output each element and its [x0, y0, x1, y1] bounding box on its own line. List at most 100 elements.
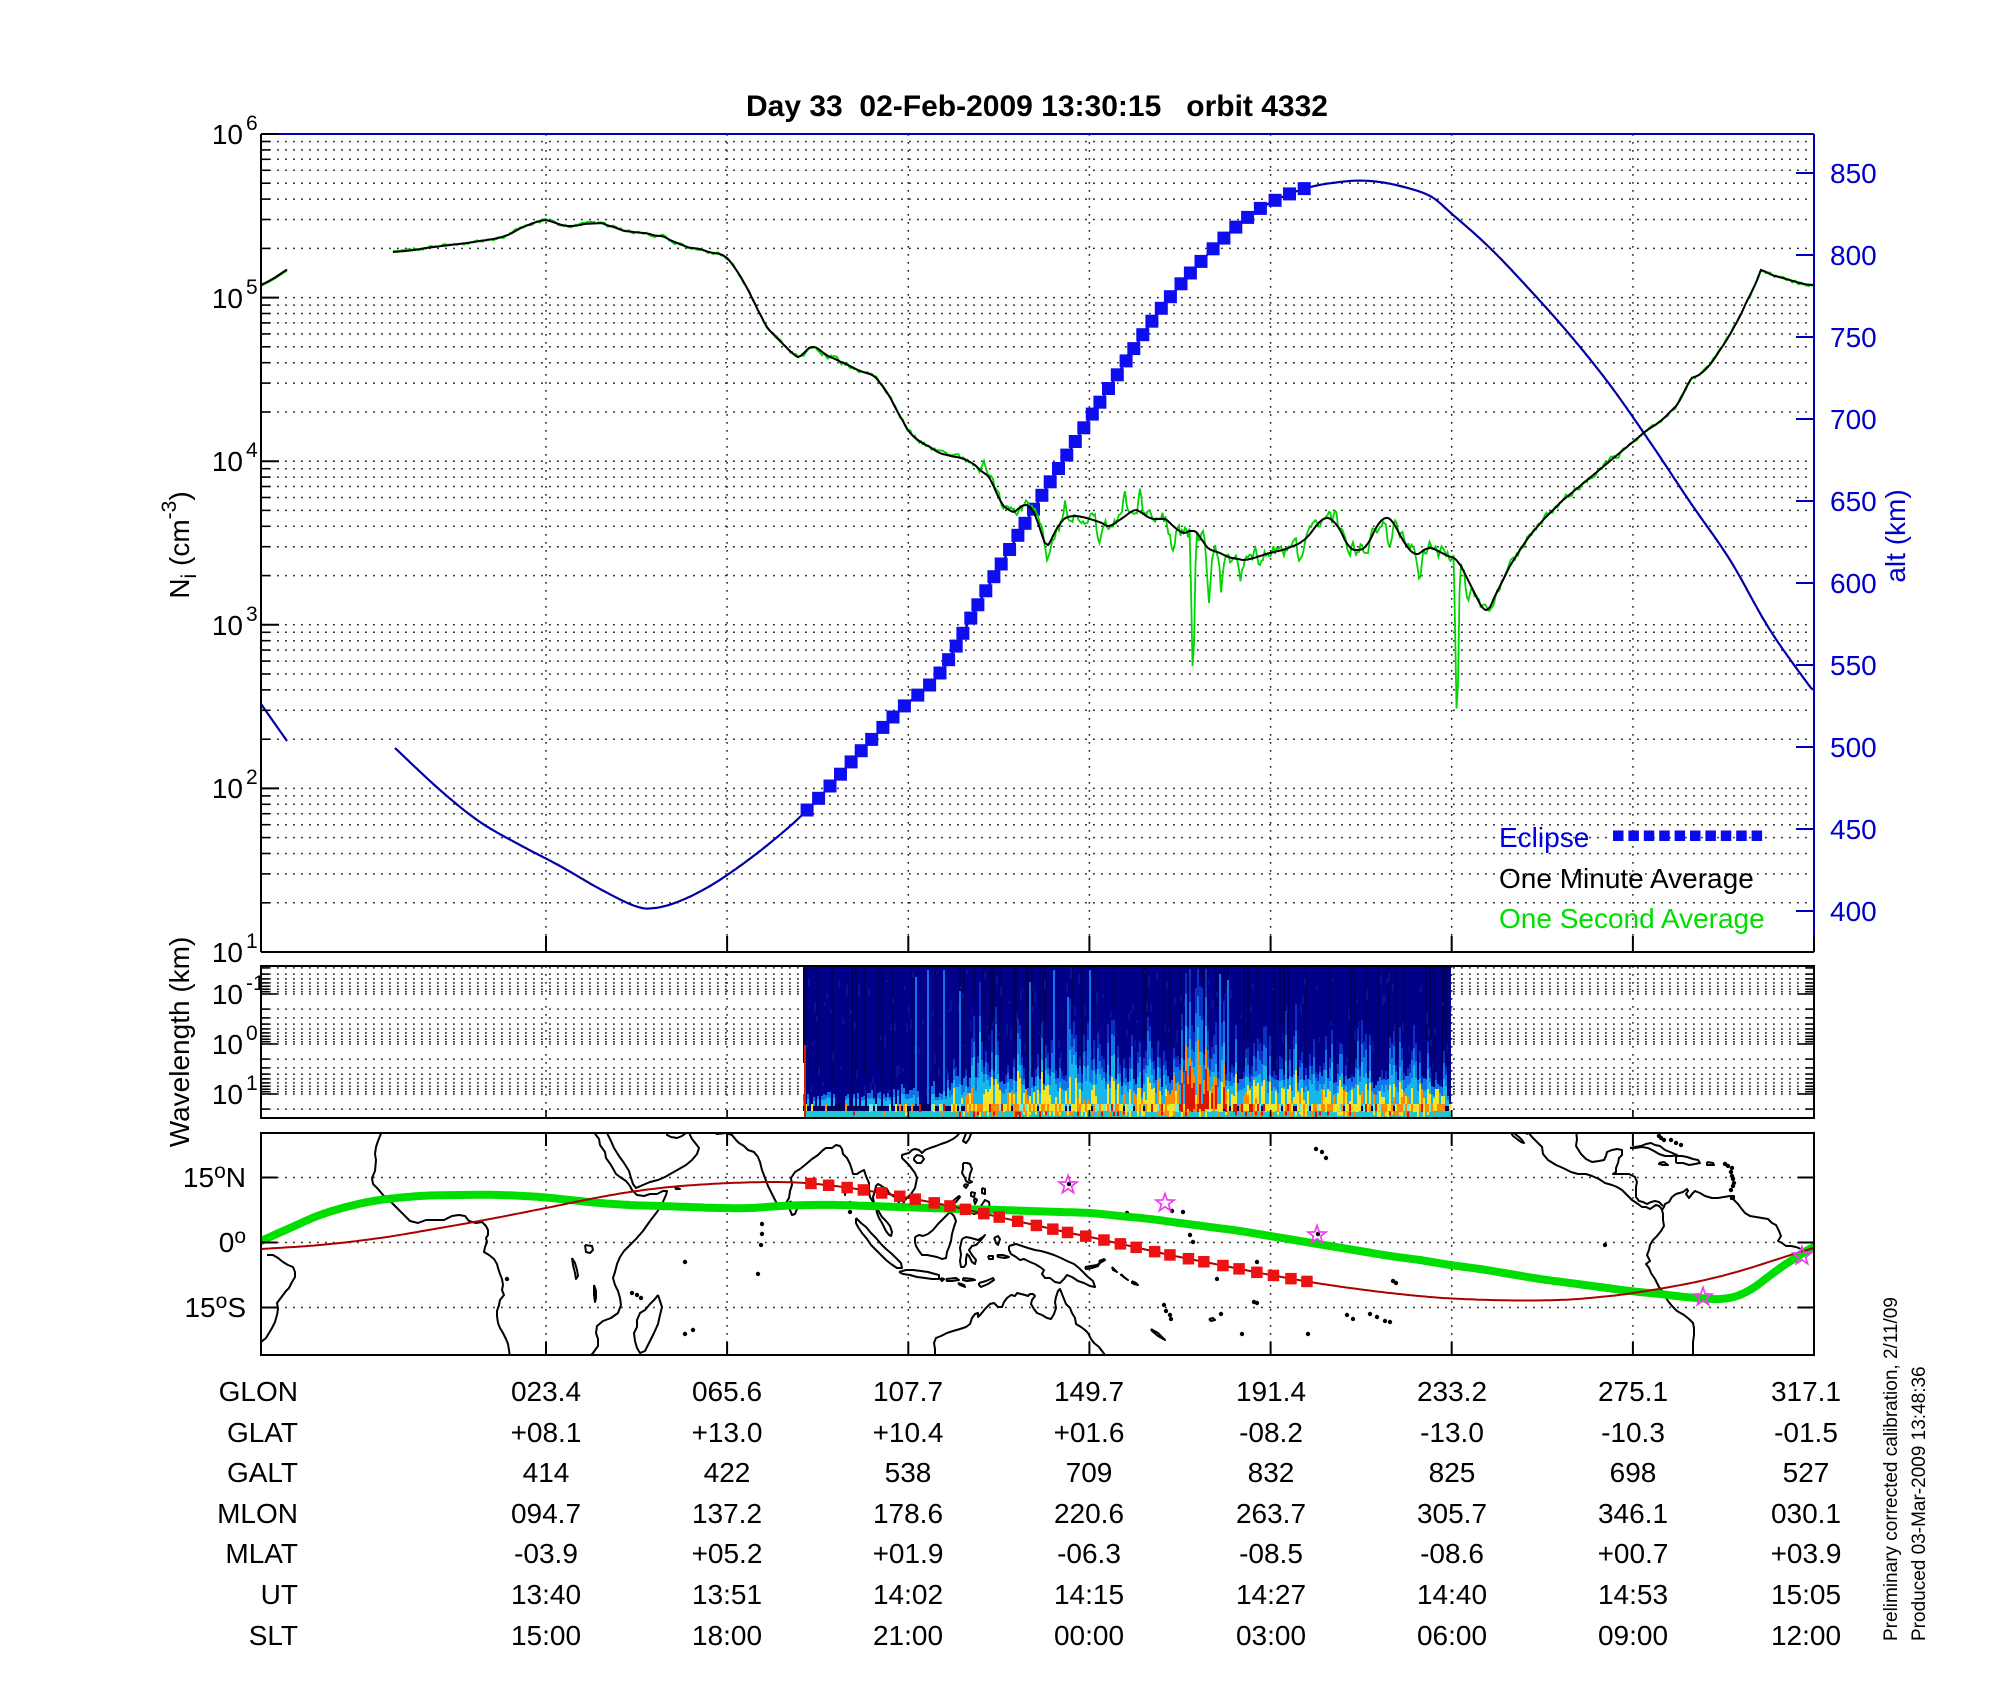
svg-text:275.1: 275.1	[1598, 1376, 1668, 1407]
svg-text:GLON: GLON	[219, 1376, 298, 1407]
svg-text:414: 414	[523, 1457, 570, 1488]
svg-text:10: 10	[212, 283, 243, 314]
svg-text:600: 600	[1830, 568, 1877, 599]
svg-text:MLON: MLON	[217, 1498, 298, 1529]
svg-text:750: 750	[1830, 322, 1877, 353]
svg-text:-03.9: -03.9	[514, 1538, 578, 1569]
svg-text:107.7: 107.7	[873, 1376, 943, 1407]
svg-text:One Second Average: One Second Average	[1499, 903, 1765, 934]
svg-text:825: 825	[1429, 1457, 1476, 1488]
svg-text:21:00: 21:00	[873, 1620, 943, 1651]
svg-text:233.2: 233.2	[1417, 1376, 1487, 1407]
svg-text:+03.9: +03.9	[1771, 1538, 1842, 1569]
svg-text:09:00: 09:00	[1598, 1620, 1668, 1651]
svg-text:700: 700	[1830, 404, 1877, 435]
svg-text:3: 3	[246, 603, 258, 626]
svg-text:137.2: 137.2	[692, 1498, 762, 1529]
svg-text:709: 709	[1066, 1457, 1113, 1488]
svg-text:13:40: 13:40	[511, 1579, 581, 1610]
svg-text:10: 10	[212, 119, 243, 150]
svg-text:550: 550	[1830, 650, 1877, 681]
svg-text:149.7: 149.7	[1054, 1376, 1124, 1407]
svg-text:191.4: 191.4	[1236, 1376, 1306, 1407]
svg-text:10: 10	[212, 773, 243, 804]
svg-text:03:00: 03:00	[1236, 1620, 1306, 1651]
svg-text:UT: UT	[261, 1579, 298, 1610]
svg-text:06:00: 06:00	[1417, 1620, 1487, 1651]
svg-text:Preliminary corrected calibrat: Preliminary corrected calibration, 2/11/…	[1881, 1297, 1902, 1641]
svg-text:023.4: 023.4	[511, 1376, 581, 1407]
svg-text:14:27: 14:27	[1236, 1579, 1306, 1610]
svg-text:065.6: 065.6	[692, 1376, 762, 1407]
svg-text:450: 450	[1830, 814, 1877, 845]
svg-text:Day 33 02-Feb-2009 13:30:15: Day 33 02-Feb-2009 13:30:15 orbit 4332	[746, 90, 1328, 123]
svg-text:10: 10	[212, 979, 243, 1010]
svg-text:Produced 03-Mar-2009 13:48:36: Produced 03-Mar-2009 13:48:36	[1909, 1366, 1930, 1641]
svg-text:-08.2: -08.2	[1239, 1417, 1303, 1448]
svg-text:698: 698	[1610, 1457, 1657, 1488]
svg-text:18:00: 18:00	[692, 1620, 762, 1651]
svg-text:263.7: 263.7	[1236, 1498, 1306, 1529]
svg-text:10: 10	[212, 610, 243, 641]
svg-text:14:02: 14:02	[873, 1579, 943, 1610]
svg-text:850: 850	[1830, 158, 1877, 189]
svg-text:-1: -1	[246, 972, 265, 995]
svg-text:15oS: 15oS	[184, 1290, 246, 1323]
svg-text:030.1: 030.1	[1771, 1498, 1841, 1529]
svg-text:0: 0	[246, 1022, 258, 1045]
svg-text:Eclipse: Eclipse	[1499, 822, 1589, 853]
svg-text:-08.5: -08.5	[1239, 1538, 1303, 1569]
svg-text:15:05: 15:05	[1771, 1579, 1841, 1610]
svg-text:10: 10	[212, 937, 243, 968]
svg-text:1: 1	[246, 930, 258, 953]
svg-text:4: 4	[246, 439, 258, 462]
svg-text:MLAT: MLAT	[225, 1538, 298, 1569]
svg-text:00:00: 00:00	[1054, 1620, 1124, 1651]
svg-text:800: 800	[1830, 240, 1877, 271]
svg-text:GALT: GALT	[227, 1457, 298, 1488]
svg-text:+08.1: +08.1	[511, 1417, 582, 1448]
svg-text:One Minute Average: One Minute Average	[1499, 863, 1754, 894]
svg-text:-01.5: -01.5	[1774, 1417, 1838, 1448]
svg-text:422: 422	[704, 1457, 751, 1488]
svg-text:+13.0: +13.0	[692, 1417, 763, 1448]
svg-text:178.6: 178.6	[873, 1498, 943, 1529]
svg-text:14:53: 14:53	[1598, 1579, 1668, 1610]
svg-text:Wavelength (km): Wavelength (km)	[164, 937, 195, 1148]
svg-text:6: 6	[246, 112, 258, 135]
svg-text:317.1: 317.1	[1771, 1376, 1841, 1407]
svg-text:538: 538	[885, 1457, 932, 1488]
svg-text:+01.6: +01.6	[1054, 1417, 1125, 1448]
svg-text:10: 10	[212, 1079, 243, 1110]
svg-text:650: 650	[1830, 486, 1877, 517]
svg-text:-10.3: -10.3	[1601, 1417, 1665, 1448]
svg-text:13:51: 13:51	[692, 1579, 762, 1610]
svg-text:-08.6: -08.6	[1420, 1538, 1484, 1569]
svg-text:305.7: 305.7	[1417, 1498, 1487, 1529]
svg-text:+00.7: +00.7	[1598, 1538, 1669, 1569]
svg-text:5: 5	[246, 276, 258, 299]
svg-text:10: 10	[212, 1029, 243, 1060]
svg-text:15oN: 15oN	[183, 1160, 246, 1193]
svg-text:346.1: 346.1	[1598, 1498, 1668, 1529]
svg-text:GLAT: GLAT	[227, 1417, 298, 1448]
svg-text:14:40: 14:40	[1417, 1579, 1487, 1610]
svg-text:SLT: SLT	[249, 1620, 298, 1651]
svg-text:400: 400	[1830, 896, 1877, 927]
svg-text:+01.9: +01.9	[873, 1538, 944, 1569]
svg-text:alt (km): alt (km)	[1880, 489, 1911, 582]
svg-text:+05.2: +05.2	[692, 1538, 763, 1569]
svg-text:+10.4: +10.4	[873, 1417, 944, 1448]
svg-text:15:00: 15:00	[511, 1620, 581, 1651]
svg-text:14:15: 14:15	[1054, 1579, 1124, 1610]
svg-text:-06.3: -06.3	[1057, 1538, 1121, 1569]
svg-text:094.7: 094.7	[511, 1498, 581, 1529]
svg-text:10: 10	[212, 446, 243, 477]
svg-text:-13.0: -13.0	[1420, 1417, 1484, 1448]
svg-text:500: 500	[1830, 732, 1877, 763]
svg-text:220.6: 220.6	[1054, 1498, 1124, 1529]
svg-text:1: 1	[246, 1072, 258, 1095]
svg-text:12:00: 12:00	[1771, 1620, 1841, 1651]
svg-text:2: 2	[246, 766, 258, 789]
svg-text:527: 527	[1783, 1457, 1830, 1488]
